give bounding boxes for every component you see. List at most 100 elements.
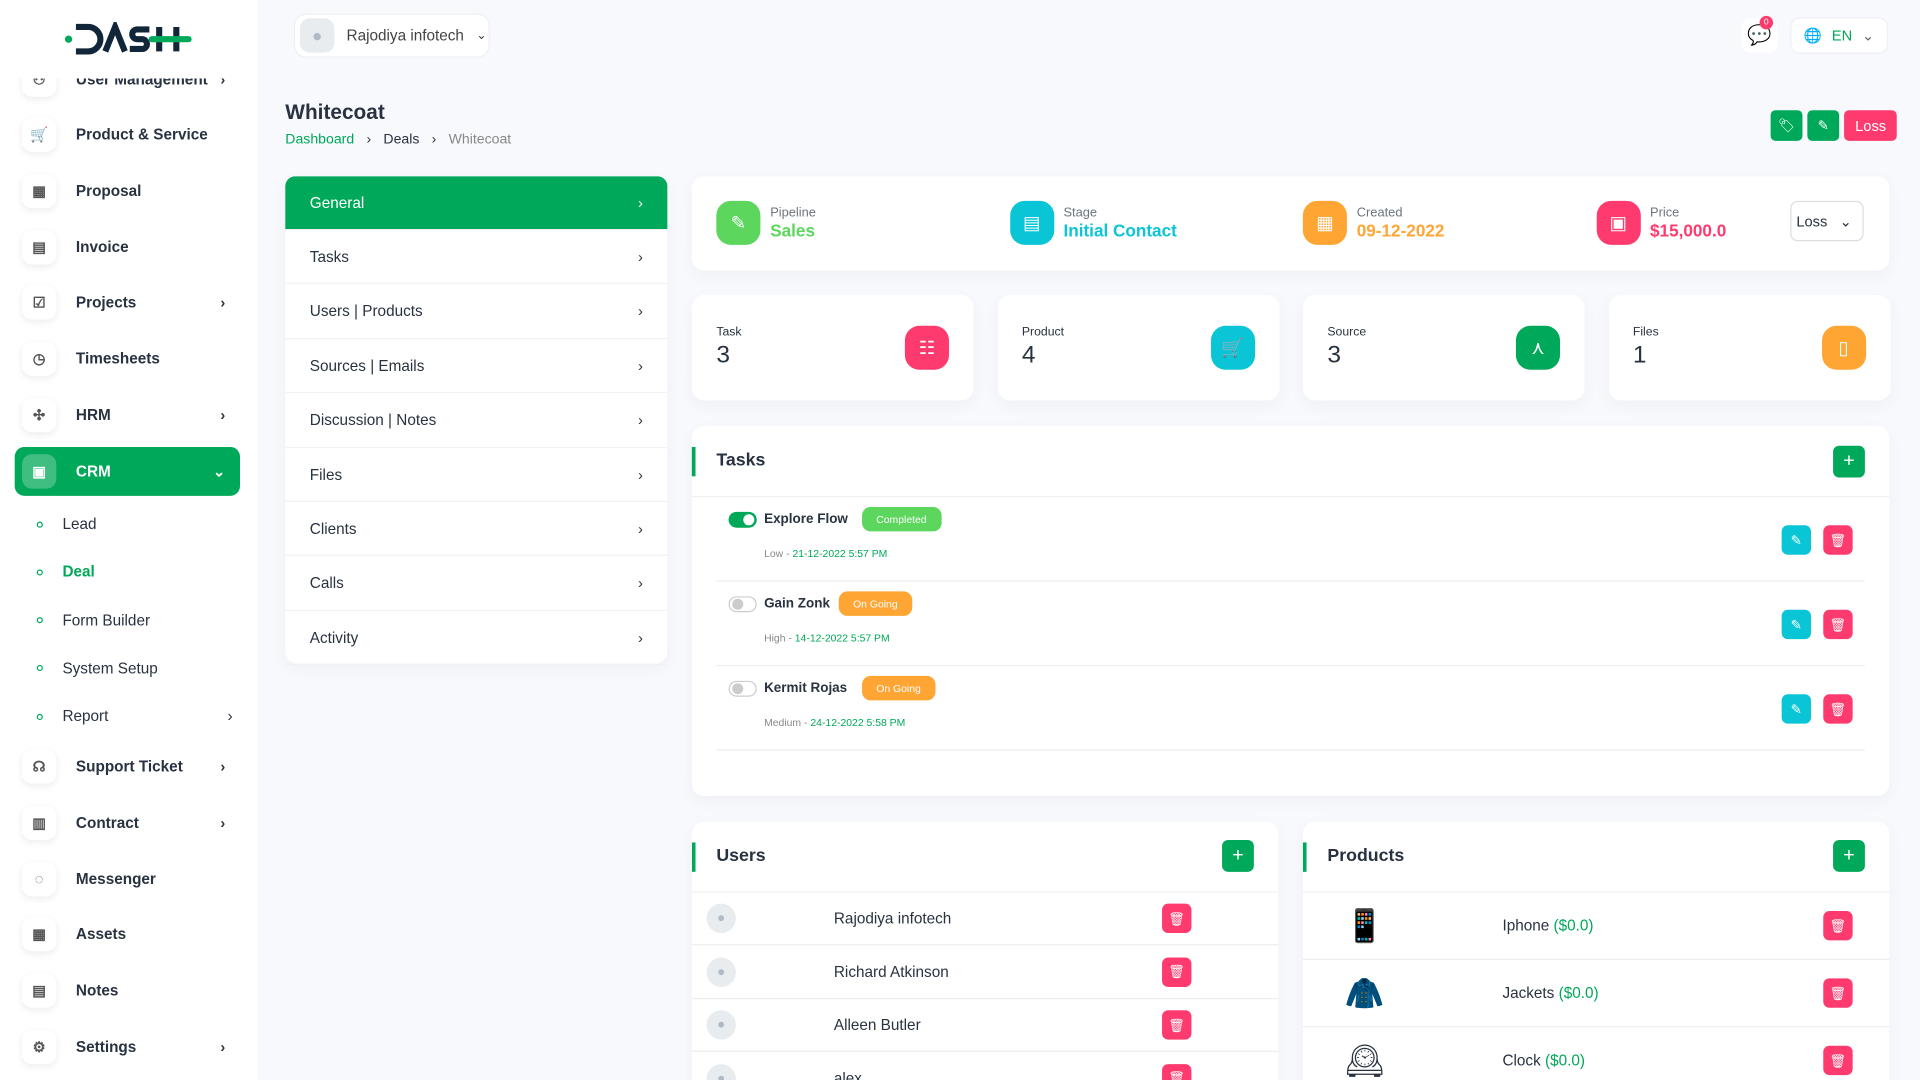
stat-product: Product 4 🛒 (997, 295, 1279, 401)
delete-task-button[interactable]: 🗑 (1823, 694, 1853, 724)
deal-menu-item[interactable]: Calls › (285, 557, 668, 611)
delete-user-button[interactable]: 🗑 (1162, 1063, 1192, 1080)
user-dropdown[interactable]: ● Rajodiya infotech ⌄ (293, 13, 490, 58)
sidebar-item-hrm[interactable]: ✣ HRM › (15, 391, 240, 440)
add-product-button[interactable]: + (1833, 840, 1865, 872)
edit-button[interactable]: ✎ (1807, 110, 1840, 141)
cart-icon: 🛒 (22, 117, 57, 152)
info-pipeline: ✎ Pipeline Sales (716, 200, 816, 245)
trash-icon: 🗑 (1168, 1071, 1186, 1080)
deal-menu-item[interactable]: Sources | Emails › (285, 339, 668, 394)
deal-menu (285, 176, 668, 664)
pencil-icon: ✎ (1790, 533, 1802, 548)
sidebar-item-label: Assets (75, 926, 127, 944)
delete-user-button[interactable]: 🗑 (1162, 1010, 1192, 1040)
chevron-right-icon: › (637, 465, 643, 484)
stat-files: Files 1 ▯ (1608, 295, 1891, 401)
sidebar-item-proposal[interactable]: ▦ Proposal (15, 166, 240, 215)
product-icon: 🛒 (1210, 325, 1255, 370)
edit-task-button[interactable]: ✎ (1781, 525, 1812, 555)
sidebar-sub-label: Report (62, 707, 109, 726)
info-value: Initial Contact (1063, 220, 1177, 241)
breadcrumb-deals[interactable]: Deals (383, 132, 420, 147)
sidebar-item-label: Proposal (75, 182, 142, 200)
chevron-right-icon: › (637, 520, 643, 538)
sidebar-item-product-service[interactable]: 🛒 Product & Service (15, 110, 240, 159)
source-icon: ⋏ (1515, 325, 1561, 370)
task-complete-toggle[interactable] (728, 596, 757, 613)
stat-label: Task (716, 325, 742, 340)
task-icon: ☷ (904, 325, 949, 370)
task-meta: Medium - 24-12-2022 5:58 PM (764, 716, 906, 729)
tag-button[interactable]: 🏷 (1770, 110, 1803, 141)
delete-product-button[interactable]: 🗑 (1823, 1045, 1853, 1076)
sidebar-item-notes[interactable]: ▤ Notes (15, 966, 240, 1015)
breadcrumb: Dashboard › Deals › Whitecoat (285, 132, 512, 147)
task-complete-toggle[interactable] (728, 680, 757, 697)
sidebar-item-label: Support Ticket (75, 757, 183, 776)
status-select[interactable]: Loss ⌄ (1790, 200, 1864, 242)
user-name: Alleen Butler (833, 1016, 921, 1034)
info-value: 09-12-2022 (1356, 220, 1445, 241)
loss-button[interactable]: Loss (1844, 110, 1898, 141)
language-dropdown[interactable]: 🌐 EN ⌄ (1790, 17, 1889, 54)
deal-menu-item[interactable]: Tasks › (285, 231, 668, 285)
delete-product-button[interactable]: 🗑 (1823, 978, 1853, 1008)
task-name: Explore Flow (764, 511, 848, 527)
invoice-icon: ▤ (22, 229, 57, 264)
sidebar-sub-form-builder[interactable]: Form Builder (36, 608, 233, 632)
message-icon: ◌ (22, 861, 57, 896)
page-title: Whitecoat (285, 100, 385, 124)
deal-menu-item[interactable]: Discussion | Notes › (285, 394, 668, 448)
delete-task-button[interactable]: 🗑 (1823, 609, 1853, 640)
sidebar-sub-deal[interactable]: Deal (36, 560, 233, 584)
delete-user-button[interactable]: 🗑 (1162, 956, 1192, 987)
sidebar-item-projects[interactable]: ☑ Projects › (15, 278, 240, 327)
deal-menu-item[interactable]: Files › (285, 448, 668, 503)
messages-button[interactable]: 💬 0 (1741, 15, 1778, 53)
task-row: Kermit Rojas On Going Medium - 24-12-2022 … (716, 666, 1865, 751)
chevron-right-icon: › (637, 357, 643, 375)
sidebar-sub-report[interactable]: Report › (36, 704, 233, 728)
delete-task-button[interactable]: 🗑 (1823, 525, 1853, 555)
trash-icon: 🗑 (1168, 964, 1186, 980)
sidebar-item-crm[interactable]: ▣ CRM ⌄ (14, 446, 241, 496)
deal-menu-item[interactable]: Users | Products › (285, 285, 668, 339)
sidebar-item-support-ticket[interactable]: ☊ Support Ticket › (15, 742, 240, 791)
sidebar-item-messenger[interactable]: ◌ Messenger (15, 854, 240, 903)
add-task-button[interactable]: + (1833, 445, 1865, 478)
add-user-button[interactable]: + (1222, 840, 1254, 872)
sidebar-item-settings[interactable]: ⚙ Settings › (15, 1022, 240, 1071)
chevron-right-icon: › (637, 574, 643, 592)
headset-icon: ☊ (22, 749, 57, 784)
deal-menu-item[interactable]: Clients › (285, 503, 668, 557)
sidebar-sub-lead[interactable]: Lead (36, 512, 233, 536)
deal-menu-label: Discussion | Notes (309, 411, 437, 429)
edit-task-button[interactable]: ✎ (1781, 694, 1812, 724)
info-label: Stage (1063, 205, 1098, 221)
product-label: Clock ($0.0) (1502, 1051, 1585, 1069)
deal-menu-item[interactable]: Activity › (285, 611, 668, 666)
task-complete-toggle[interactable] (728, 511, 757, 528)
pipeline-icon: ✎ (716, 200, 761, 245)
sidebar-sub-system-setup[interactable]: System Setup (36, 656, 233, 680)
delete-user-button[interactable]: 🗑 (1162, 903, 1192, 934)
info-label: Created (1356, 205, 1403, 221)
product-row: 🕰 Clock ($0.0) 🗑 (1303, 1027, 1890, 1080)
sidebar-item-timesheets[interactable]: ◷ Timesheets (15, 335, 240, 384)
task-status-badge: On Going (838, 591, 913, 616)
sidebar-item-invoice[interactable]: ▤ Invoice (15, 222, 240, 271)
info-label: Price (1650, 205, 1680, 221)
sidebar-item-assets[interactable]: ▦ Assets (15, 910, 240, 959)
breadcrumb-current: Whitecoat (448, 132, 512, 147)
crm-icon: ▣ (22, 454, 57, 489)
delete-product-button[interactable]: 🗑 (1823, 911, 1853, 941)
edit-task-button[interactable]: ✎ (1781, 609, 1812, 640)
products-title: Products (1327, 846, 1405, 866)
tasks-card: Tasks + Explore Flow Completed Low - 21-12… (691, 426, 1890, 796)
avatar: ● (706, 956, 736, 987)
sidebar-item-contract[interactable]: ▥ Contract › (15, 798, 240, 847)
deal-menu-item[interactable]: General › (285, 176, 668, 231)
sidebar-sub-label: Deal (62, 563, 95, 581)
breadcrumb-dashboard[interactable]: Dashboard (285, 132, 355, 147)
